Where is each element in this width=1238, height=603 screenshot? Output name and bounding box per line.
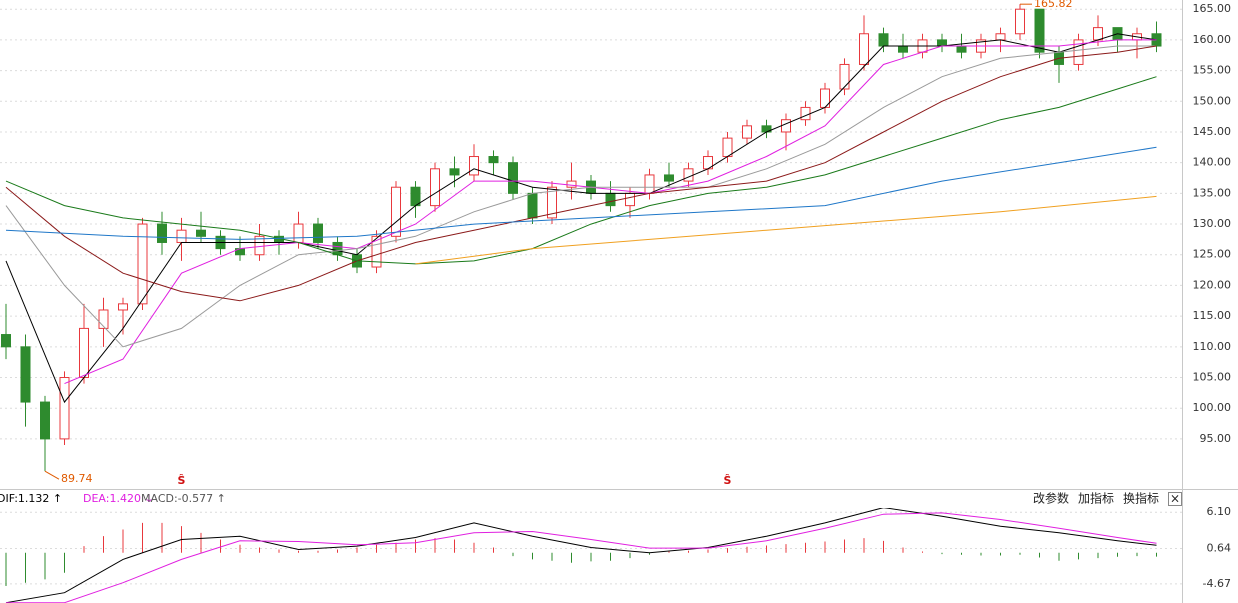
candle-body xyxy=(781,119,791,133)
line-series xyxy=(415,195,1157,265)
candle-body xyxy=(313,223,323,243)
y-tick-label: 130.00 xyxy=(1193,217,1232,230)
candle-body xyxy=(1073,39,1084,65)
candle-body xyxy=(937,39,947,47)
line-series xyxy=(5,507,1157,603)
grid: 95.00 100.00 105.00 110.00 115.00 120.00 125.0… xyxy=(0,2,1231,590)
candle-body xyxy=(644,174,655,194)
candle-body xyxy=(137,223,148,305)
y-tick-label: 105.00 xyxy=(1193,371,1232,384)
indicator-button[interactable]: 改参数 xyxy=(1033,491,1069,506)
candle-body xyxy=(664,174,674,182)
y-tick-label: 125.00 xyxy=(1193,248,1232,261)
candle-body xyxy=(547,186,557,219)
candle-body xyxy=(898,45,908,53)
candle-body xyxy=(254,235,265,256)
close-button[interactable]: × xyxy=(1170,492,1180,506)
price-panel: 89.74 165.82 Ŝ Ŝ xyxy=(1,0,1162,487)
candle-body xyxy=(742,125,752,139)
candle-body xyxy=(176,229,187,243)
close-box[interactable] xyxy=(1168,492,1182,506)
candle-body xyxy=(956,45,967,53)
candle-body xyxy=(605,192,616,207)
candle-body xyxy=(800,106,811,121)
candle-body xyxy=(157,223,167,243)
y-tick-label: -4.67 xyxy=(1203,577,1231,590)
signal-marker: Ŝ xyxy=(724,474,732,487)
y-tick-label: 150.00 xyxy=(1193,94,1232,107)
y-tick-label: 6.10 xyxy=(1207,505,1232,518)
candle-body xyxy=(566,180,577,188)
y-tick-label: 100.00 xyxy=(1193,401,1232,414)
candle-body xyxy=(625,192,635,207)
y-tick-label: 110.00 xyxy=(1193,340,1232,353)
candle-body xyxy=(20,346,31,403)
candle-body xyxy=(410,186,421,207)
indicator-button[interactable]: 加指标 xyxy=(1078,491,1114,506)
macd-panel: DIF:1.132 ↑ DEA:1.420 ↓MACD:-0.577 ↑ 改参数 加指… xyxy=(0,491,1182,603)
candle-body xyxy=(391,186,401,237)
candle-body xyxy=(839,63,850,90)
y-tick-label: 115.00 xyxy=(1193,309,1232,322)
signal-marker: Ŝ xyxy=(178,474,186,487)
low-pointer xyxy=(44,470,60,480)
indicator-button[interactable]: 换指标 xyxy=(1123,491,1159,506)
candle-body xyxy=(40,401,50,440)
low-label: 89.74 xyxy=(61,472,93,485)
indicator-value: DEA:1.420 ↓ xyxy=(83,492,154,505)
candle-body xyxy=(332,241,343,256)
y-tick-label: 155.00 xyxy=(1193,64,1232,77)
line-series xyxy=(5,45,1157,302)
candle-body xyxy=(1034,8,1045,53)
candle-body xyxy=(878,33,889,47)
high-label: 165.82 xyxy=(1034,0,1073,10)
candle-body xyxy=(488,156,499,164)
candle-body xyxy=(508,162,518,194)
candle-body xyxy=(1093,27,1103,41)
line-series xyxy=(5,146,1157,240)
candle-body xyxy=(995,33,1006,41)
candle-body xyxy=(469,156,479,176)
candle-body xyxy=(449,168,460,176)
line-series xyxy=(5,76,1157,265)
indicator-value: MACD:-0.577 ↑ xyxy=(141,492,226,505)
candle-body xyxy=(722,137,733,158)
y-tick-label: 0.64 xyxy=(1207,542,1232,555)
y-tick-label: 135.00 xyxy=(1193,186,1232,199)
y-tick-label: 160.00 xyxy=(1193,33,1232,46)
line-series xyxy=(5,33,1157,404)
header-bg xyxy=(0,491,1182,508)
candle-body xyxy=(98,309,109,329)
candle-body xyxy=(683,168,694,182)
y-tick-label: 145.00 xyxy=(1193,125,1232,138)
y-tick-label: 120.00 xyxy=(1193,278,1232,291)
line-series xyxy=(64,39,1157,385)
candle-body xyxy=(79,327,89,379)
candle-body xyxy=(1,334,11,348)
candle-body xyxy=(527,192,538,219)
y-tick-label: 165.00 xyxy=(1193,2,1232,15)
line-series xyxy=(6,512,1157,603)
candle-body xyxy=(293,223,304,243)
candle-body xyxy=(59,377,70,440)
candle-body xyxy=(430,168,440,207)
candle-body xyxy=(1015,8,1025,35)
line-series xyxy=(5,45,1157,348)
candle-body xyxy=(196,229,206,237)
y-tick-label: 95.00 xyxy=(1200,432,1232,445)
candle-body xyxy=(859,33,869,65)
y-tick-label: 140.00 xyxy=(1193,156,1232,169)
candle-body xyxy=(371,235,382,268)
candle-body xyxy=(118,303,128,311)
indicator-value: DIF:1.132 ↑ xyxy=(0,492,62,505)
